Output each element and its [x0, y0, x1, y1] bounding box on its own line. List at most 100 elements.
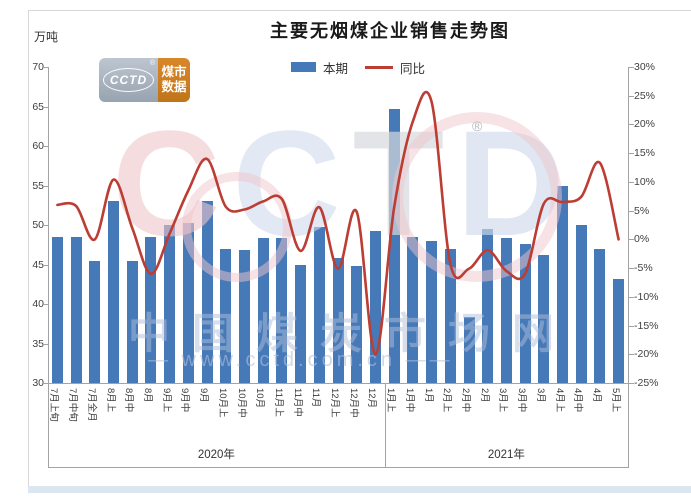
x-axis-label-text: 3月中 [516, 388, 528, 413]
x-axis-line [48, 383, 628, 384]
chart-title: 主要无烟煤企业销售走势图 [270, 21, 510, 42]
frame-border-left [28, 10, 29, 492]
left-axis-tick [43, 185, 48, 187]
x-axis-label-text: 3月上 [497, 388, 509, 413]
frame-border-top [28, 10, 691, 11]
left-axis-tick [43, 264, 48, 266]
right-axis-tick-label: -20% [634, 348, 659, 361]
x-axis-label-text: 9月上 [160, 388, 172, 413]
year-group-label: 2021年 [487, 449, 525, 461]
year-row-bottom-line [48, 467, 629, 468]
x-axis-label-text: 10月上 [216, 388, 228, 418]
left-axis-tick-label: 35 [32, 337, 44, 350]
right-axis-tick-label: 20% [634, 118, 656, 131]
x-axis-label-text: 7月全月 [85, 388, 97, 422]
x-axis-label-text: 12月上 [329, 388, 340, 418]
x-axis-label-text: 12月 [366, 388, 378, 409]
right-axis-tick-label: 25% [634, 89, 656, 102]
right-axis-tick [629, 268, 634, 270]
x-axis-label-text: 11月 [310, 388, 322, 408]
left-axis-tick [43, 343, 48, 345]
year-group-divider [384, 383, 386, 467]
legend-bar-label: 本期 [323, 61, 349, 76]
x-axis-label-text: 7月上旬 [48, 388, 60, 422]
x-axis-label-text: 11月上 [272, 388, 284, 417]
left-axis-tick [43, 304, 48, 305]
x-axis-label-text: 1月中 [403, 388, 415, 413]
cctd-logo-mark: ® CCTD [99, 58, 158, 102]
left-axis-tick-label: 40 [32, 298, 44, 310]
logo-brand-text: CCTD [102, 68, 155, 92]
x-axis-label-text: 8月上 [104, 388, 116, 413]
x-axis-label-text: 8月中 [123, 388, 135, 413]
right-axis-tick [629, 383, 634, 384]
right-axis-line [628, 67, 629, 467]
right-axis-tick [629, 181, 634, 183]
x-axis-label-text: 9月 [198, 388, 209, 403]
right-axis-tick-label: 15% [634, 147, 656, 160]
right-axis-tick-label: 0% [634, 233, 650, 246]
x-axis-label-text: 2月 [478, 388, 490, 403]
x-axis-label-text: 7月中旬 [67, 388, 79, 422]
x-axis-label-text: 10月中 [235, 388, 247, 418]
x-axis-label-text: 1月上 [385, 388, 397, 413]
left-axis-tick-label: 55 [32, 179, 44, 192]
legend-bar-swatch [291, 62, 316, 72]
x-axis-label-text: 2月上 [441, 388, 453, 413]
legend: 本期 同比 [291, 58, 425, 76]
x-axis-label-text: 5月上 [609, 388, 621, 413]
left-axis-tick [43, 146, 48, 147]
left-axis-tick-label: 30 [32, 377, 44, 389]
right-axis-tick [629, 67, 634, 68]
right-axis-tick-label: 30% [634, 61, 656, 73]
right-axis-tick [629, 325, 634, 327]
legend-line-label: 同比 [400, 61, 426, 76]
logo-tagline-line1: 煤市 [161, 65, 187, 79]
right-axis-tick-label: -5% [634, 262, 653, 275]
left-axis-tick-label: 65 [32, 100, 44, 113]
x-axis-label-text: 4月上 [553, 388, 565, 413]
x-axis-label-text: 11月中 [291, 388, 303, 417]
x-axis-label: 5月上 [610, 388, 648, 412]
x-axis-label-text: 10月 [254, 388, 266, 409]
x-axis-label-text: 9月中 [179, 388, 191, 413]
logo-tagline-line2: 数据 [161, 80, 187, 94]
left-axis-tick [43, 67, 48, 68]
frame-bottom-strip [28, 486, 691, 493]
left-axis-tick [43, 106, 48, 108]
left-axis-tick [43, 225, 48, 226]
left-axis-tick-label: 70 [32, 61, 44, 73]
left-axis-unit-label: 万吨 [34, 30, 59, 44]
left-axis-tick-label: 50 [32, 219, 44, 231]
right-axis-tick [629, 124, 634, 126]
x-axis-label-text: 12月中 [347, 388, 359, 418]
year-group-label: 2020年 [197, 449, 235, 461]
right-axis-tick-label: -15% [634, 319, 659, 332]
left-axis-tick [43, 383, 48, 384]
left-axis-tick-label: 45 [32, 258, 44, 271]
cctd-logo: ® CCTD 煤市 数据 [99, 58, 190, 102]
right-axis-tick [629, 239, 634, 241]
right-axis-tick [629, 95, 634, 97]
logo-tagline: 煤市 数据 [158, 58, 190, 102]
right-axis-tick [629, 296, 634, 298]
x-axis-label-text: 4月 [590, 388, 602, 403]
right-axis-tick-label: 5% [634, 204, 650, 217]
x-axis-label-text: 2月中 [460, 388, 471, 413]
right-axis-tick [629, 354, 634, 356]
x-axis-label-text: 1月 [422, 388, 434, 403]
right-axis-tick [629, 153, 634, 155]
x-axis-label-text: 4月中 [572, 388, 584, 413]
left-axis-tick-label: 60 [32, 140, 44, 152]
right-axis-tick-label: -10% [634, 290, 659, 303]
right-axis-tick-label: 10% [634, 175, 656, 188]
x-axis-label-text: 3月 [534, 388, 546, 403]
x-axis-label-text: 8月 [141, 388, 153, 403]
legend-line-swatch [365, 65, 394, 69]
registered-trademark-icon: ® [149, 60, 155, 67]
right-axis-tick [629, 210, 634, 212]
right-axis-tick-label: -25% [634, 377, 659, 389]
left-axis-line [48, 67, 49, 467]
